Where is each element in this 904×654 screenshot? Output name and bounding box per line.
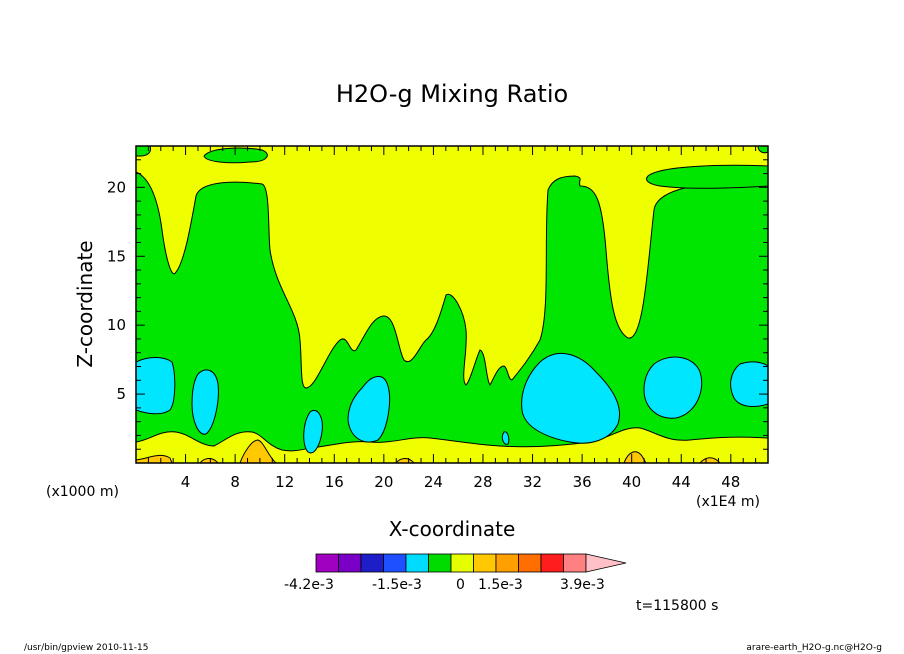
footer-right: arare-earth_H2O-g.nc@H2O-g xyxy=(746,643,882,653)
cyan-region xyxy=(643,356,703,419)
colorbar-swatch xyxy=(540,553,564,573)
colorbar-swatch xyxy=(518,553,542,573)
x-tick-label: 12 xyxy=(275,473,294,491)
cyan-region xyxy=(347,376,391,443)
cyan-region xyxy=(521,352,620,444)
x-tick-label: 20 xyxy=(374,473,393,491)
orange-region xyxy=(623,451,647,463)
x-tick-label: 32 xyxy=(523,473,542,491)
colorbar-label: -4.2e-3 xyxy=(284,577,334,593)
y-tick-label: 20 xyxy=(107,178,126,196)
colorbar-swatch xyxy=(360,553,384,573)
colorbar-swatch xyxy=(473,553,497,573)
plot-area xyxy=(136,146,768,463)
colorbar-label: 1.5e-3 xyxy=(478,577,523,593)
colorbar-swatch xyxy=(428,553,452,573)
y-tick-label: 15 xyxy=(107,247,126,265)
colorbar-swatch xyxy=(495,553,519,573)
x-tick-label: 44 xyxy=(672,473,691,491)
cyan-region xyxy=(730,361,768,407)
time-label: t=115800 s xyxy=(636,598,718,614)
x-tick-label: 36 xyxy=(573,473,592,491)
y-axis-label: Z-coordinate xyxy=(73,240,97,367)
colorbar-labels: -4.2e-3 -1.5e-3 0 1.5e-3 3.9e-3 xyxy=(284,577,605,593)
y-tick-label: 10 xyxy=(107,316,126,334)
green-region xyxy=(203,147,268,164)
x-tick-label: 16 xyxy=(325,473,344,491)
colorbar-swatch xyxy=(383,553,407,573)
colorbar-label: 0 xyxy=(456,577,465,593)
x-tick-label: 4 xyxy=(181,473,191,491)
x-tick-label: 8 xyxy=(230,473,240,491)
cyan-region xyxy=(191,369,219,435)
x-tick-label: 48 xyxy=(721,473,740,491)
y-tick-label: 5 xyxy=(116,385,126,403)
colorbar xyxy=(315,553,627,573)
colorbar-arrow xyxy=(585,553,627,573)
colorbar-label: -1.5e-3 xyxy=(372,577,422,593)
axis-ticks xyxy=(136,146,768,463)
orange-region xyxy=(136,454,173,463)
green-region xyxy=(646,164,768,189)
x-unit-left: (x1000 m) xyxy=(46,484,119,500)
yellow-bottom-band xyxy=(136,427,768,463)
footer-left: /usr/bin/gpview 2010-11-15 xyxy=(24,643,148,653)
cyan-region xyxy=(501,431,510,445)
colorbar-swatch xyxy=(405,553,429,573)
plot-frame xyxy=(135,145,769,464)
cyan-region xyxy=(303,410,323,454)
x-tick-label: 24 xyxy=(424,473,443,491)
colorbar-label: 3.9e-3 xyxy=(560,577,605,593)
green-region xyxy=(757,146,768,154)
colorbar-swatch xyxy=(338,553,362,573)
colorbar-swatch xyxy=(315,553,339,573)
chart-title: H2O-g Mixing Ratio xyxy=(336,80,568,108)
x-unit-right: (x1E4 m) xyxy=(696,494,760,510)
x-tick-label: 28 xyxy=(473,473,492,491)
cyan-region xyxy=(136,357,176,415)
x-tick-label: 40 xyxy=(622,473,641,491)
colorbar-swatch xyxy=(563,553,587,573)
x-axis-label: X-coordinate xyxy=(389,517,516,541)
colorbar-swatch xyxy=(450,553,474,573)
